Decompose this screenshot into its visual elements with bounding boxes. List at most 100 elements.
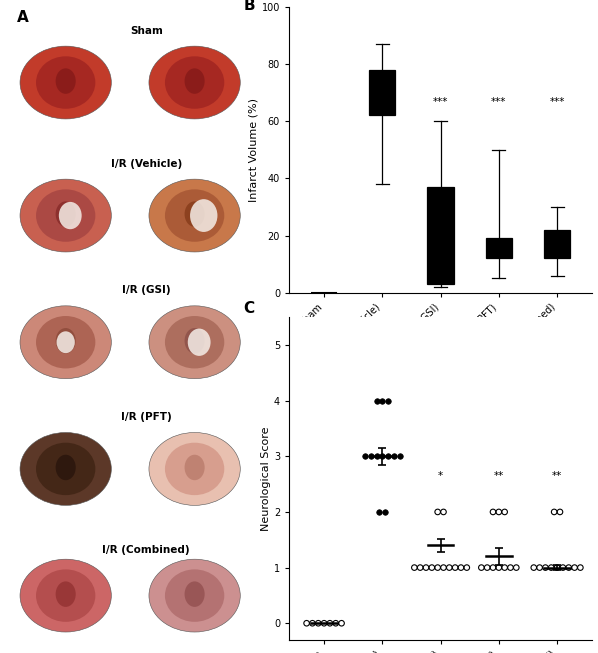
PathPatch shape — [544, 230, 570, 259]
Ellipse shape — [188, 328, 210, 356]
Ellipse shape — [165, 569, 224, 622]
Ellipse shape — [149, 46, 240, 119]
Ellipse shape — [165, 189, 224, 242]
Point — [439, 562, 448, 573]
Point — [410, 562, 419, 573]
Text: C: C — [244, 301, 255, 316]
Point — [450, 562, 460, 573]
Point — [366, 451, 376, 462]
Ellipse shape — [36, 443, 95, 495]
Point — [302, 618, 312, 628]
Point — [483, 562, 492, 573]
Point — [500, 562, 509, 573]
Ellipse shape — [20, 306, 111, 379]
Point — [547, 562, 556, 573]
Point — [564, 562, 573, 573]
Ellipse shape — [20, 432, 111, 505]
Point — [558, 562, 568, 573]
Ellipse shape — [185, 201, 205, 227]
Ellipse shape — [149, 306, 240, 379]
Point — [433, 562, 443, 573]
Text: *: * — [438, 471, 443, 481]
Point — [331, 618, 340, 628]
Point — [372, 396, 382, 406]
Text: I/R (PFT): I/R (PFT) — [121, 412, 172, 422]
Point — [456, 562, 466, 573]
Ellipse shape — [56, 201, 76, 227]
Ellipse shape — [36, 189, 95, 242]
Point — [444, 562, 454, 573]
Point — [421, 562, 431, 573]
PathPatch shape — [486, 238, 512, 259]
Point — [313, 618, 323, 628]
Point — [494, 507, 504, 517]
Ellipse shape — [56, 328, 76, 353]
Text: ***: *** — [491, 97, 507, 106]
Ellipse shape — [190, 199, 218, 232]
PathPatch shape — [369, 69, 395, 116]
Text: **: ** — [494, 471, 504, 481]
Point — [395, 451, 405, 462]
Ellipse shape — [20, 179, 111, 252]
Ellipse shape — [59, 202, 82, 229]
Y-axis label: Infarct Volume (%): Infarct Volume (%) — [249, 98, 259, 202]
Ellipse shape — [56, 69, 76, 94]
Point — [383, 451, 393, 462]
Point — [389, 451, 399, 462]
Point — [535, 562, 544, 573]
Point — [541, 562, 550, 573]
Text: ***: *** — [550, 97, 565, 106]
Point — [488, 507, 498, 517]
Ellipse shape — [20, 559, 111, 632]
Point — [439, 507, 448, 517]
Text: I/R (GSI): I/R (GSI) — [122, 285, 170, 295]
Point — [377, 451, 387, 462]
Ellipse shape — [20, 46, 111, 119]
Point — [500, 507, 509, 517]
Point — [319, 618, 329, 628]
Ellipse shape — [149, 432, 240, 505]
Point — [377, 396, 387, 406]
Point — [374, 507, 384, 517]
Point — [427, 562, 437, 573]
Ellipse shape — [165, 56, 224, 109]
Point — [372, 451, 382, 462]
Point — [553, 562, 562, 573]
Point — [570, 562, 579, 573]
Point — [494, 562, 504, 573]
Point — [488, 562, 498, 573]
Ellipse shape — [149, 179, 240, 252]
Point — [511, 562, 521, 573]
Point — [462, 562, 472, 573]
Point — [555, 507, 565, 517]
Point — [337, 618, 346, 628]
Point — [360, 451, 370, 462]
Point — [380, 507, 390, 517]
Ellipse shape — [185, 454, 205, 480]
Point — [433, 507, 443, 517]
Ellipse shape — [56, 454, 76, 480]
Point — [550, 507, 559, 517]
Text: ***: *** — [433, 97, 448, 106]
Ellipse shape — [36, 569, 95, 622]
Ellipse shape — [165, 316, 224, 368]
Ellipse shape — [36, 56, 95, 109]
Text: I/R (Vehicle): I/R (Vehicle) — [111, 159, 182, 168]
Text: Sham: Sham — [130, 25, 163, 35]
Point — [506, 562, 515, 573]
Point — [477, 562, 486, 573]
Point — [325, 618, 335, 628]
Ellipse shape — [149, 559, 240, 632]
Ellipse shape — [36, 316, 95, 368]
Ellipse shape — [185, 69, 205, 94]
Ellipse shape — [56, 581, 76, 607]
Point — [576, 562, 585, 573]
Point — [307, 618, 317, 628]
Y-axis label: Neurological Score: Neurological Score — [261, 426, 271, 531]
Point — [383, 396, 393, 406]
Ellipse shape — [57, 331, 75, 353]
Text: I/R (Combined): I/R (Combined) — [102, 545, 190, 555]
Ellipse shape — [185, 328, 205, 353]
Text: **: ** — [552, 471, 562, 481]
PathPatch shape — [428, 187, 454, 284]
